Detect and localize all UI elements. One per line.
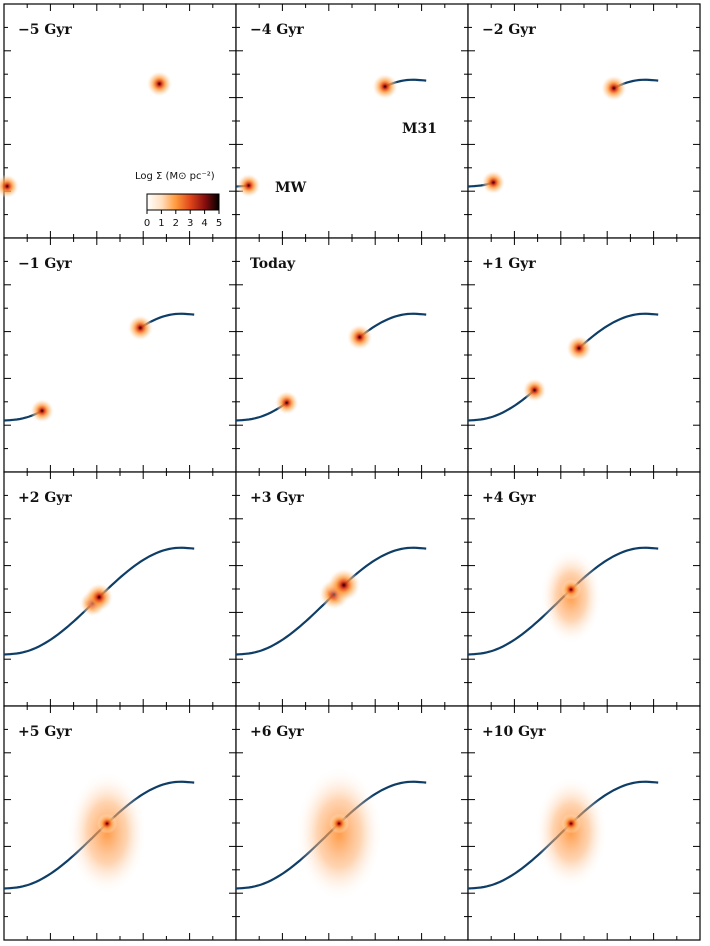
- panel-time-label: −2 Gyr: [482, 22, 536, 38]
- m31-galaxy: [127, 314, 154, 341]
- panel-ticks: [236, 706, 468, 940]
- colorbar-tick-label: 0: [144, 218, 150, 229]
- panel-time-label: +5 Gyr: [18, 724, 72, 740]
- panel: −4 Gyr: [235, 3, 469, 239]
- m31-trajectory: [98, 546, 195, 598]
- panel-ticks: [236, 472, 468, 706]
- m31-galaxy: [372, 73, 399, 100]
- panel: +1 Gyr: [467, 237, 701, 473]
- merger-core: [329, 813, 350, 834]
- panel-ticks: [468, 238, 700, 472]
- panel-time-label: +2 Gyr: [18, 490, 72, 506]
- colorbar-ramp: [146, 193, 220, 211]
- mw-label: MW: [275, 180, 306, 196]
- panel-time-label: Today: [250, 256, 296, 272]
- panel: Today: [235, 237, 469, 473]
- panel-ticks: [468, 4, 700, 238]
- panel: +5 Gyr: [3, 705, 237, 941]
- panel: +4 Gyr: [467, 471, 701, 707]
- panel-ticks: [236, 238, 468, 472]
- panel-time-label: +10 Gyr: [482, 724, 546, 740]
- colorbar-tick-label: 5: [216, 218, 222, 229]
- merger-halo: [295, 766, 383, 901]
- panel-frame: [3, 471, 237, 707]
- panel-ticks: [4, 706, 236, 940]
- panel-ticks: [236, 4, 468, 238]
- mw-trajectory: [235, 593, 336, 656]
- m31-trajectory: [578, 312, 659, 350]
- m31-galaxy: [146, 70, 173, 97]
- panel-time-label: −5 Gyr: [18, 22, 72, 38]
- mw-galaxy: [274, 390, 299, 415]
- m31-trajectory: [343, 546, 427, 586]
- panel: −5 Gyr: [0, 3, 237, 239]
- panel-time-label: +6 Gyr: [250, 724, 304, 740]
- panel-frame: [467, 3, 701, 239]
- m31-galaxy: [346, 324, 373, 351]
- colorbar-tick-label: 3: [187, 218, 193, 229]
- m31-galaxy: [326, 568, 361, 602]
- panel-frame: [3, 237, 237, 473]
- colorbar-title: Log Σ (M⊙ pc⁻²): [135, 171, 215, 182]
- panel-ticks: [468, 472, 700, 706]
- panel-ticks: [4, 238, 236, 472]
- merger-core: [561, 813, 582, 834]
- m31-label: M31: [402, 121, 437, 137]
- panel: −1 Gyr: [3, 237, 237, 473]
- mw-galaxy: [30, 398, 55, 423]
- panel-time-label: +1 Gyr: [482, 256, 536, 272]
- mw-trajectory: [3, 602, 94, 656]
- m31-galaxy: [600, 75, 627, 102]
- panel-time-label: +4 Gyr: [482, 490, 536, 506]
- mw-galaxy: [522, 378, 547, 403]
- panel-frame: [235, 237, 469, 473]
- panel: +10 Gyr: [467, 705, 701, 941]
- m31-galaxy: [565, 335, 592, 362]
- mw-trajectory: [467, 389, 536, 422]
- panel-ticks: [4, 4, 236, 238]
- colorbar-tick-label: 1: [158, 218, 164, 229]
- colorbar-tick-label: 4: [201, 218, 207, 229]
- panel: −2 Gyr: [467, 3, 701, 239]
- panel-time-label: −1 Gyr: [18, 256, 72, 272]
- panel-frame: [235, 3, 469, 239]
- mw-galaxy: [481, 170, 506, 195]
- mw-galaxy: [236, 173, 261, 198]
- panel: +3 Gyr: [235, 471, 469, 707]
- panel-time-label: −4 Gyr: [250, 22, 304, 38]
- panel: +6 Gyr: [235, 705, 469, 941]
- mw-galaxy: [0, 174, 20, 199]
- panel-ticks: [468, 706, 700, 940]
- m31-trajectory: [359, 312, 427, 339]
- merger-core: [561, 579, 582, 600]
- panel-time-label: +3 Gyr: [250, 490, 304, 506]
- panel-ticks: [4, 472, 236, 706]
- colorbar-tick-label: 2: [173, 218, 179, 229]
- m31-galaxy: [84, 582, 114, 612]
- panel-grid: −5 Gyr −4 Gyr −2 Gyr −1 Gyr Today +1 Gyr +2 Gy…: [0, 3, 701, 941]
- panel: +2 Gyr: [3, 471, 237, 707]
- merger-core: [97, 813, 118, 834]
